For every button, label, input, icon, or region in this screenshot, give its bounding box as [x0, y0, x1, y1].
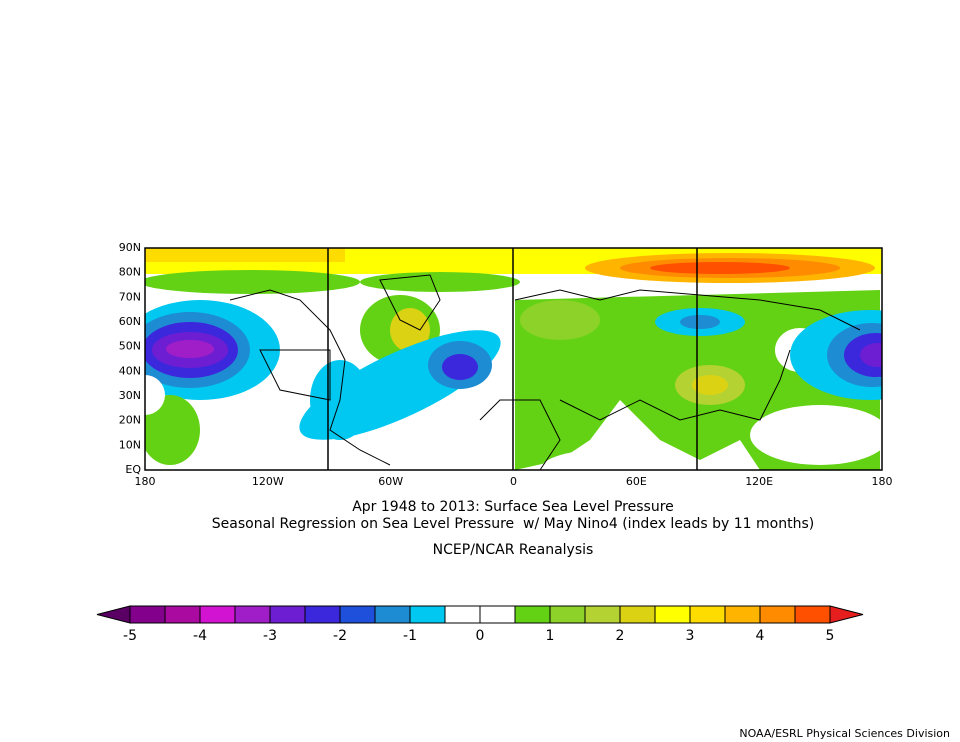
- lat-label: 70N: [119, 290, 141, 303]
- colorbar-label: -5: [123, 628, 137, 644]
- lat-label: 40N: [119, 364, 141, 377]
- colorbar-box: [374, 605, 411, 624]
- lon-label: 0: [510, 475, 517, 488]
- colorbar-box: [584, 605, 621, 624]
- colorbar-box: [549, 605, 586, 624]
- colorbar-box: [409, 605, 446, 624]
- colorbar-label: -1: [403, 628, 417, 644]
- colorbar-box: [479, 605, 516, 624]
- colorbar-box: [654, 605, 691, 624]
- colorbar-box: [794, 605, 831, 624]
- colorbar-end: [96, 605, 131, 624]
- lat-label: 50N: [119, 340, 141, 353]
- lon-label: 180: [872, 475, 893, 488]
- lat-label: 90N: [119, 241, 141, 254]
- lat-label: 10N: [119, 438, 141, 451]
- coastlines: [229, 274, 861, 471]
- colorbar-label: -3: [263, 628, 277, 644]
- colorbar-box: [619, 605, 656, 624]
- lon-label: 180: [135, 475, 156, 488]
- lon-label: 120E: [745, 475, 773, 488]
- colorbar-label: 4: [756, 628, 765, 644]
- lat-label: 30N: [119, 389, 141, 402]
- lon-label: 120W: [252, 475, 284, 488]
- source: NCEP/NCAR Reanalysis: [433, 542, 594, 558]
- colorbar-box: [164, 605, 201, 624]
- colorbar-label: -4: [193, 628, 207, 644]
- meridian-lines: [327, 248, 698, 470]
- colorbar-box: [234, 605, 271, 624]
- colorbar-box: [304, 605, 341, 624]
- colorbar-box: [724, 605, 761, 624]
- lat-label: 20N: [119, 414, 141, 427]
- map-frame: [144, 247, 883, 471]
- colorbar-label: 0: [476, 628, 485, 644]
- lat-label: 80N: [119, 266, 141, 279]
- colorbar-label: -2: [333, 628, 347, 644]
- title-line: Apr 1948 to 2013: Surface Sea Level Pres…: [352, 499, 674, 515]
- lon-label: 60W: [378, 475, 403, 488]
- footer: NOAA/ESRL Physical Sciences Division: [739, 727, 950, 740]
- colorbar-box: [199, 605, 236, 624]
- colorbar-end: [829, 605, 864, 624]
- lat-label: 60N: [119, 315, 141, 328]
- colorbar-box: [514, 605, 551, 624]
- colorbar-label: 1: [546, 628, 555, 644]
- colorbar-box: [269, 605, 306, 624]
- colorbar-box: [689, 605, 726, 624]
- map-field: [145, 248, 882, 470]
- title-line: Seasonal Regression on Sea Level Pressur…: [212, 516, 814, 532]
- colorbar-box: [759, 605, 796, 624]
- lon-label: 60E: [626, 475, 647, 488]
- colorbar-label: 3: [686, 628, 695, 644]
- lat-label: EQ: [125, 463, 141, 476]
- colorbar-box: [444, 605, 481, 624]
- colorbar-label: 5: [826, 628, 835, 644]
- colorbar-label: 2: [616, 628, 625, 644]
- colorbar-box: [129, 605, 166, 624]
- colorbar-box: [339, 605, 376, 624]
